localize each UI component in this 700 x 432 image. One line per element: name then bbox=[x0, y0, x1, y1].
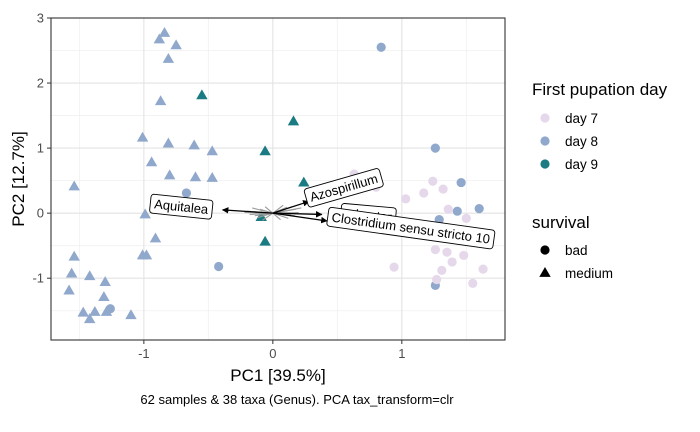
taxa-loading-arrows bbox=[221, 200, 328, 224]
sample-point-bad bbox=[459, 250, 469, 261]
sample-point-bad bbox=[468, 278, 478, 289]
sample-point-medium bbox=[259, 145, 271, 156]
sample-point-bad bbox=[456, 177, 466, 188]
sample-point-medium bbox=[149, 232, 162, 243]
sample-point-bad bbox=[447, 257, 457, 267]
sample-point-bad bbox=[437, 265, 447, 275]
legend-shape-label: medium bbox=[565, 266, 613, 281]
y-tick-label: 3 bbox=[37, 11, 44, 26]
sample-point-bad bbox=[430, 244, 440, 255]
sample-point-medium bbox=[83, 270, 96, 281]
sample-point-bad bbox=[430, 143, 440, 153]
x-axis-title: PC1 [39.5%] bbox=[230, 366, 325, 385]
taxon-label-background bbox=[303, 168, 384, 208]
sample-point-bad bbox=[419, 188, 429, 198]
taxon-label: Aquitalea bbox=[154, 196, 210, 217]
sample-point-medium bbox=[68, 180, 80, 191]
sample-point-medium bbox=[206, 145, 218, 156]
legend-colour-title: First pupation day bbox=[532, 80, 668, 99]
sample-point-medium bbox=[189, 171, 202, 182]
sample-point-bad bbox=[389, 262, 399, 272]
minor-loading-arrow bbox=[272, 212, 281, 221]
sample-point-medium bbox=[287, 115, 300, 126]
loading-arrow bbox=[272, 212, 328, 224]
sample-point-bad bbox=[443, 204, 453, 214]
sample-point-bad bbox=[461, 213, 471, 223]
sample-point-medium bbox=[153, 33, 166, 44]
y-tick-label: 2 bbox=[37, 76, 44, 91]
loading-arrow bbox=[221, 207, 273, 214]
plot-background bbox=[51, 18, 505, 340]
sample-point-bad bbox=[428, 176, 438, 186]
sample-point-bad bbox=[474, 203, 484, 214]
sample-point-bad bbox=[478, 264, 488, 274]
legend-colour-swatch bbox=[540, 136, 550, 146]
sample-point-bad bbox=[452, 206, 462, 216]
plot-panel-border bbox=[50, 17, 506, 341]
x-tick-label: -1 bbox=[138, 346, 150, 361]
legend-colour-swatch bbox=[540, 159, 550, 169]
sample-point-bad bbox=[105, 304, 115, 314]
sample-point-medium bbox=[89, 306, 101, 316]
loading-arrow bbox=[272, 211, 323, 218]
minor-gridlines bbox=[51, 18, 505, 340]
sample-point-medium bbox=[259, 235, 271, 246]
sample-point-bad bbox=[214, 261, 224, 272]
x-tick-label: 1 bbox=[398, 346, 405, 361]
legend-colour-label: day 8 bbox=[565, 134, 598, 149]
sample-point-bad bbox=[181, 188, 192, 198]
sample-point-medium bbox=[63, 284, 75, 295]
taxon-label-background bbox=[149, 193, 214, 220]
sample-point-medium bbox=[68, 250, 80, 261]
sample-point-medium bbox=[125, 309, 137, 320]
sample-point-medium bbox=[196, 89, 208, 100]
chart-caption: 62 samples & 38 taxa (Genus). PCA tax_tr… bbox=[140, 392, 454, 407]
sample-point-medium bbox=[162, 137, 175, 148]
legend-shape-label: bad bbox=[565, 243, 588, 258]
legend-shape-title: survival bbox=[532, 213, 590, 232]
sample-point-medium bbox=[136, 131, 149, 142]
sample-point-medium bbox=[158, 26, 171, 37]
sample-point-bad bbox=[401, 194, 411, 204]
y-tick-label: 0 bbox=[37, 206, 44, 221]
sample-point-medium bbox=[145, 156, 158, 167]
legend-colour: First pupation day day 7 day 8 day 9 bbox=[532, 80, 668, 172]
sample-point-medium bbox=[65, 267, 78, 278]
sample-point-medium bbox=[162, 52, 175, 63]
sample-point-medium bbox=[188, 139, 200, 150]
sample-point-medium bbox=[163, 169, 176, 180]
sample-point-medium bbox=[170, 39, 182, 50]
legend-colour-label: day 7 bbox=[565, 111, 598, 126]
sample-point-medium bbox=[140, 249, 153, 260]
sample-point-bad bbox=[438, 184, 448, 194]
y-tick-label: 1 bbox=[37, 141, 44, 156]
y-axis-title: PC2 [12.7%] bbox=[9, 131, 28, 226]
sample-point-medium bbox=[83, 313, 96, 324]
legend-colour-label: day 9 bbox=[565, 157, 598, 172]
minor-loading-arrow bbox=[264, 206, 274, 214]
sample-point-bad bbox=[442, 247, 452, 257]
sample-point-bad bbox=[432, 274, 442, 285]
legend-shape-circle bbox=[540, 245, 550, 255]
sample-point-bad bbox=[376, 42, 386, 52]
legend-shape-triangle bbox=[539, 267, 551, 277]
legend-shape: survival bad medium bbox=[532, 213, 613, 281]
sample-point-medium bbox=[206, 172, 218, 182]
legend-colour-swatch bbox=[540, 113, 550, 123]
x-axis-ticks: -1 0 1 bbox=[138, 340, 405, 361]
sample-point-medium bbox=[154, 95, 167, 106]
sample-point-medium bbox=[77, 306, 89, 317]
y-tick-label: -1 bbox=[32, 271, 44, 286]
loading-arrow bbox=[272, 200, 310, 214]
x-tick-label: 0 bbox=[269, 346, 276, 361]
sample-point-medium bbox=[298, 176, 310, 187]
sample-point-medium bbox=[99, 276, 111, 287]
minor-loading-arrow bbox=[262, 212, 274, 221]
taxon-label-background bbox=[326, 206, 496, 250]
taxon-label-box: Aquitalea bbox=[149, 193, 214, 220]
sample-point-medium bbox=[139, 208, 151, 219]
sample-point-medium bbox=[98, 291, 110, 301]
y-axis-ticks: -1 0 1 2 3 bbox=[32, 11, 51, 286]
